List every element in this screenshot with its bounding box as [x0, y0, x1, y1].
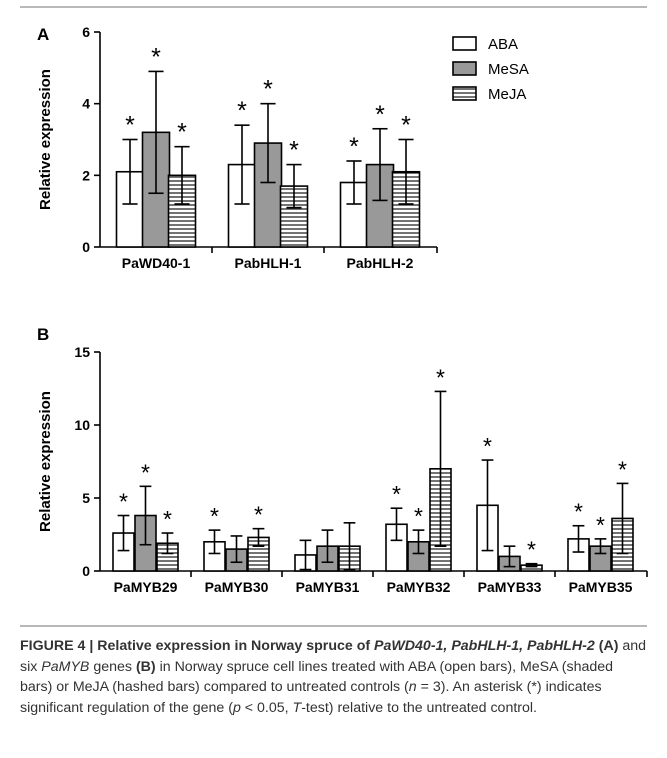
significance-asterisk: *	[210, 503, 219, 529]
caption-text: in Norway spruce cell lines treated with…	[20, 658, 614, 696]
caption-pamyb: PaMYB	[41, 658, 90, 675]
caption-panel-a-ref: (A)	[594, 638, 619, 654]
significance-asterisk: *	[254, 502, 263, 528]
y-tick-label: 5	[82, 490, 90, 506]
caption-text: = 3). An asterisk (*) indicates signific…	[20, 679, 602, 716]
figure-chart: A 0 2 4 6 Relative expression * * * PaWD40-1 * * * Pa…	[37, 24, 648, 595]
x-tick-label: PaMYB30	[205, 579, 269, 595]
caption-text: and six	[20, 638, 647, 675]
caption-p: p	[232, 699, 241, 716]
significance-asterisk: *	[483, 433, 492, 459]
legend-swatch-aba	[452, 36, 477, 51]
caption-n: n	[408, 679, 417, 695]
x-tick-label: PaMYB29	[114, 579, 178, 595]
caption-text: < 0.05,	[240, 699, 293, 716]
y-axis-title: Relative expression	[37, 69, 54, 210]
panel-label: A	[37, 25, 49, 44]
panel-label: B	[37, 325, 49, 344]
y-axis-title: Relative expression	[37, 391, 54, 532]
legend-label: MeSA	[488, 61, 529, 78]
top-divider	[20, 6, 647, 8]
significance-asterisk: *	[527, 537, 536, 563]
significance-asterisk: *	[436, 364, 445, 390]
panel-a: A 0 2 4 6 Relative expression * * * PaWD40-1 * * * Pa…	[37, 24, 438, 271]
y-tick-label: 4	[82, 96, 90, 112]
legend: ABA MeSA MeJA	[452, 36, 529, 103]
significance-asterisk: *	[375, 101, 385, 129]
x-tick-label: PabHLH-1	[235, 255, 302, 271]
significance-asterisk: *	[414, 503, 423, 529]
caption-text: -test) relative to the untreated control…	[301, 699, 537, 716]
caption-divider	[20, 625, 647, 627]
significance-asterisk: *	[141, 459, 150, 485]
significance-asterisk: *	[289, 137, 299, 165]
legend-swatch-mesa	[452, 61, 477, 76]
x-tick-label: PaMYB33	[478, 579, 542, 595]
significance-asterisk: *	[574, 499, 583, 525]
y-tick-label: 2	[82, 167, 90, 183]
y-tick-label: 0	[82, 563, 90, 579]
legend-label: MeJA	[488, 86, 526, 103]
panel-b: B 0 5 10 15 Relative expression * * * PaMYB29 * * Pa…	[37, 325, 648, 595]
y-tick-label: 10	[74, 417, 90, 433]
legend-swatch-meja	[452, 86, 477, 101]
significance-asterisk: *	[263, 76, 273, 104]
x-tick-label: PaMYB32	[387, 579, 451, 595]
x-tick-label: PaWD40-1	[122, 255, 191, 271]
caption-panel-b-ref: (B)	[135, 658, 156, 675]
caption-figure-label: FIGURE 4 | Relative expression in Norway…	[20, 638, 375, 654]
caption-genes: PaWD40-1, PabHLH-1, PabHLH-2	[374, 638, 595, 654]
caption-text: genes	[89, 658, 136, 675]
x-tick-label: PabHLH-2	[347, 255, 414, 271]
caption-t: T	[292, 699, 302, 716]
x-tick-label: PaMYB31	[296, 579, 360, 595]
significance-asterisk: *	[401, 112, 411, 140]
significance-asterisk: *	[125, 112, 135, 140]
legend-label: ABA	[488, 36, 518, 53]
significance-asterisk: *	[177, 119, 187, 147]
significance-asterisk: *	[349, 133, 359, 161]
significance-asterisk: *	[119, 489, 128, 515]
significance-asterisk: *	[237, 97, 247, 125]
significance-asterisk: *	[392, 481, 401, 507]
significance-asterisk: *	[618, 456, 627, 482]
y-tick-label: 6	[82, 24, 90, 40]
figure-caption: FIGURE 4 | Relative expression in Norway…	[20, 636, 647, 740]
significance-asterisk: *	[596, 512, 605, 538]
y-tick-label: 0	[82, 239, 90, 255]
x-tick-label: PaMYB35	[569, 579, 633, 595]
significance-asterisk: *	[163, 506, 172, 532]
significance-asterisk: *	[151, 43, 161, 71]
y-tick-label: 15	[74, 344, 90, 360]
